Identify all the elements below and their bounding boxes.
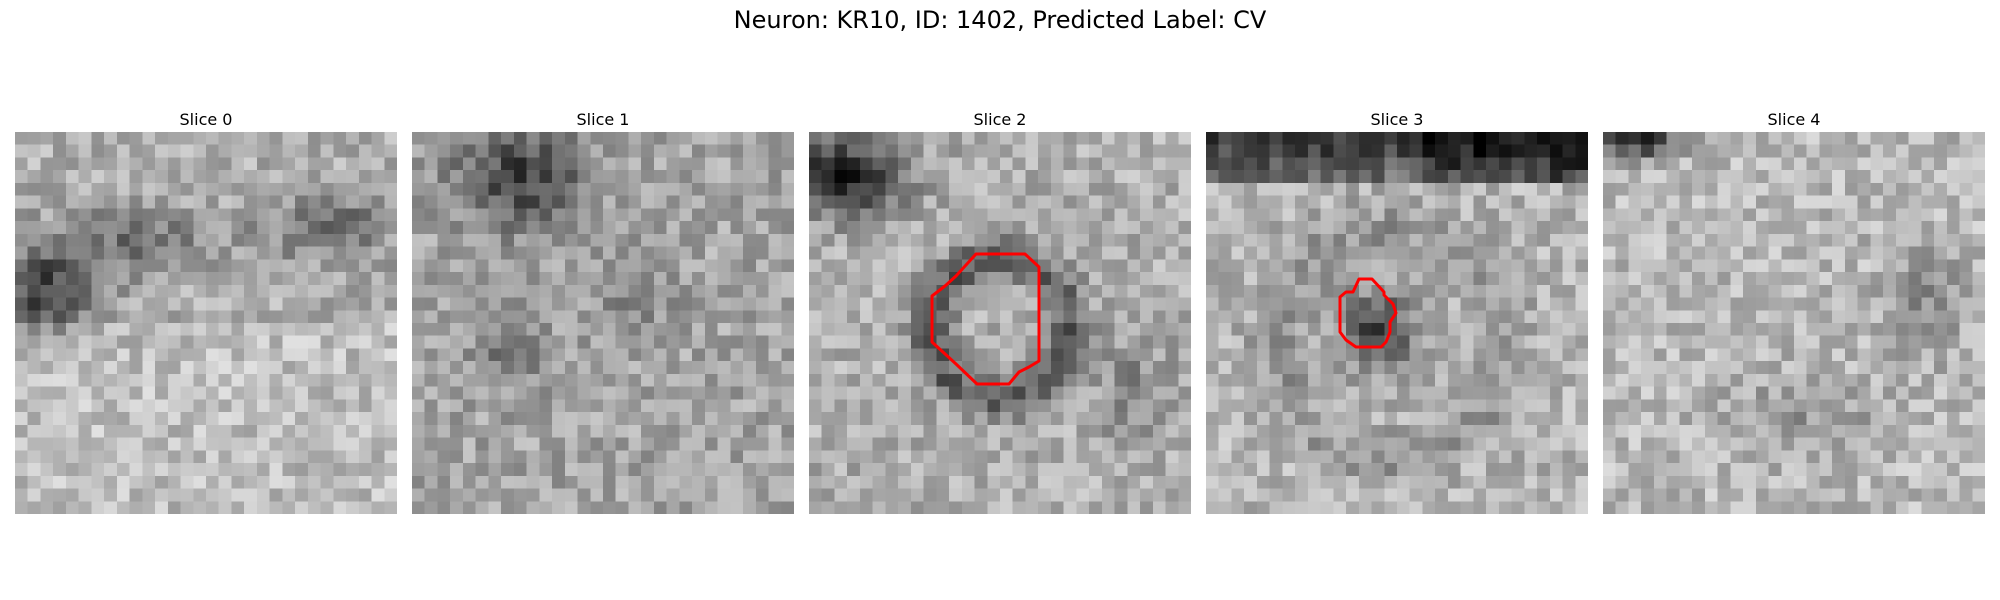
slice-image-pixels (809, 132, 1191, 514)
slice-title: Slice 0 (179, 110, 233, 129)
segmentation-contour (1338, 277, 1398, 349)
slice-title: Slice 1 (576, 110, 630, 129)
slice-panel-4: Slice 4 (1603, 108, 1985, 514)
slice-panel-2: Slice 2 (809, 108, 1191, 514)
slice-image (412, 132, 794, 514)
slice-image (1206, 132, 1588, 514)
slice-panel-0: Slice 0 (15, 108, 397, 514)
slice-image (15, 132, 397, 514)
slice-panel-3: Slice 3 (1206, 108, 1588, 514)
slice-title: Slice 3 (1370, 110, 1424, 129)
slice-panel-1: Slice 1 (412, 108, 794, 514)
slice-image (1603, 132, 1985, 514)
slice-image-pixels (412, 132, 794, 514)
slice-title: Slice 2 (973, 110, 1027, 129)
figure-title: Neuron: KR10, ID: 1402, Predicted Label:… (733, 6, 1267, 34)
contour-outline (930, 252, 1041, 386)
slice-image-pixels (1603, 132, 1985, 514)
contour-outline (1338, 277, 1398, 349)
slice-image-pixels (1206, 132, 1588, 514)
slice-title: Slice 4 (1767, 110, 1821, 129)
slice-image-pixels (15, 132, 397, 514)
slice-image (809, 132, 1191, 514)
segmentation-contour (930, 252, 1041, 386)
